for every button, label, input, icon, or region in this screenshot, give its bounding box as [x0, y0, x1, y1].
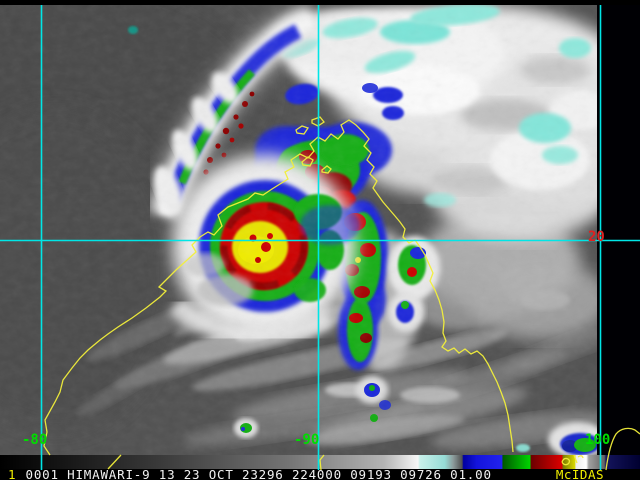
mcidas-brand: McIDAS — [555, 467, 604, 480]
grid-label-lon-right: 100 — [585, 432, 610, 448]
frame-number: 1 — [8, 467, 16, 480]
grid-label-lat-right: 20 — [588, 229, 605, 245]
status-bar: 1 0001 HIMAWARI-9 13 23 OCT 23296 224000… — [0, 467, 640, 480]
data-edge-band — [597, 5, 640, 455]
cloud-layer — [0, 5, 597, 455]
grid-label-lon-center: -90 — [294, 432, 319, 448]
grid-label-lon-left: -80 — [22, 432, 47, 448]
lat-lon-grid — [0, 5, 640, 470]
coastline-overlay — [43, 116, 640, 471]
image-info-text: 0001 HIMAWARI-9 13 23 OCT 23296 224000 0… — [25, 467, 492, 480]
grid-labels: -80 -90 100 20 — [22, 229, 610, 448]
